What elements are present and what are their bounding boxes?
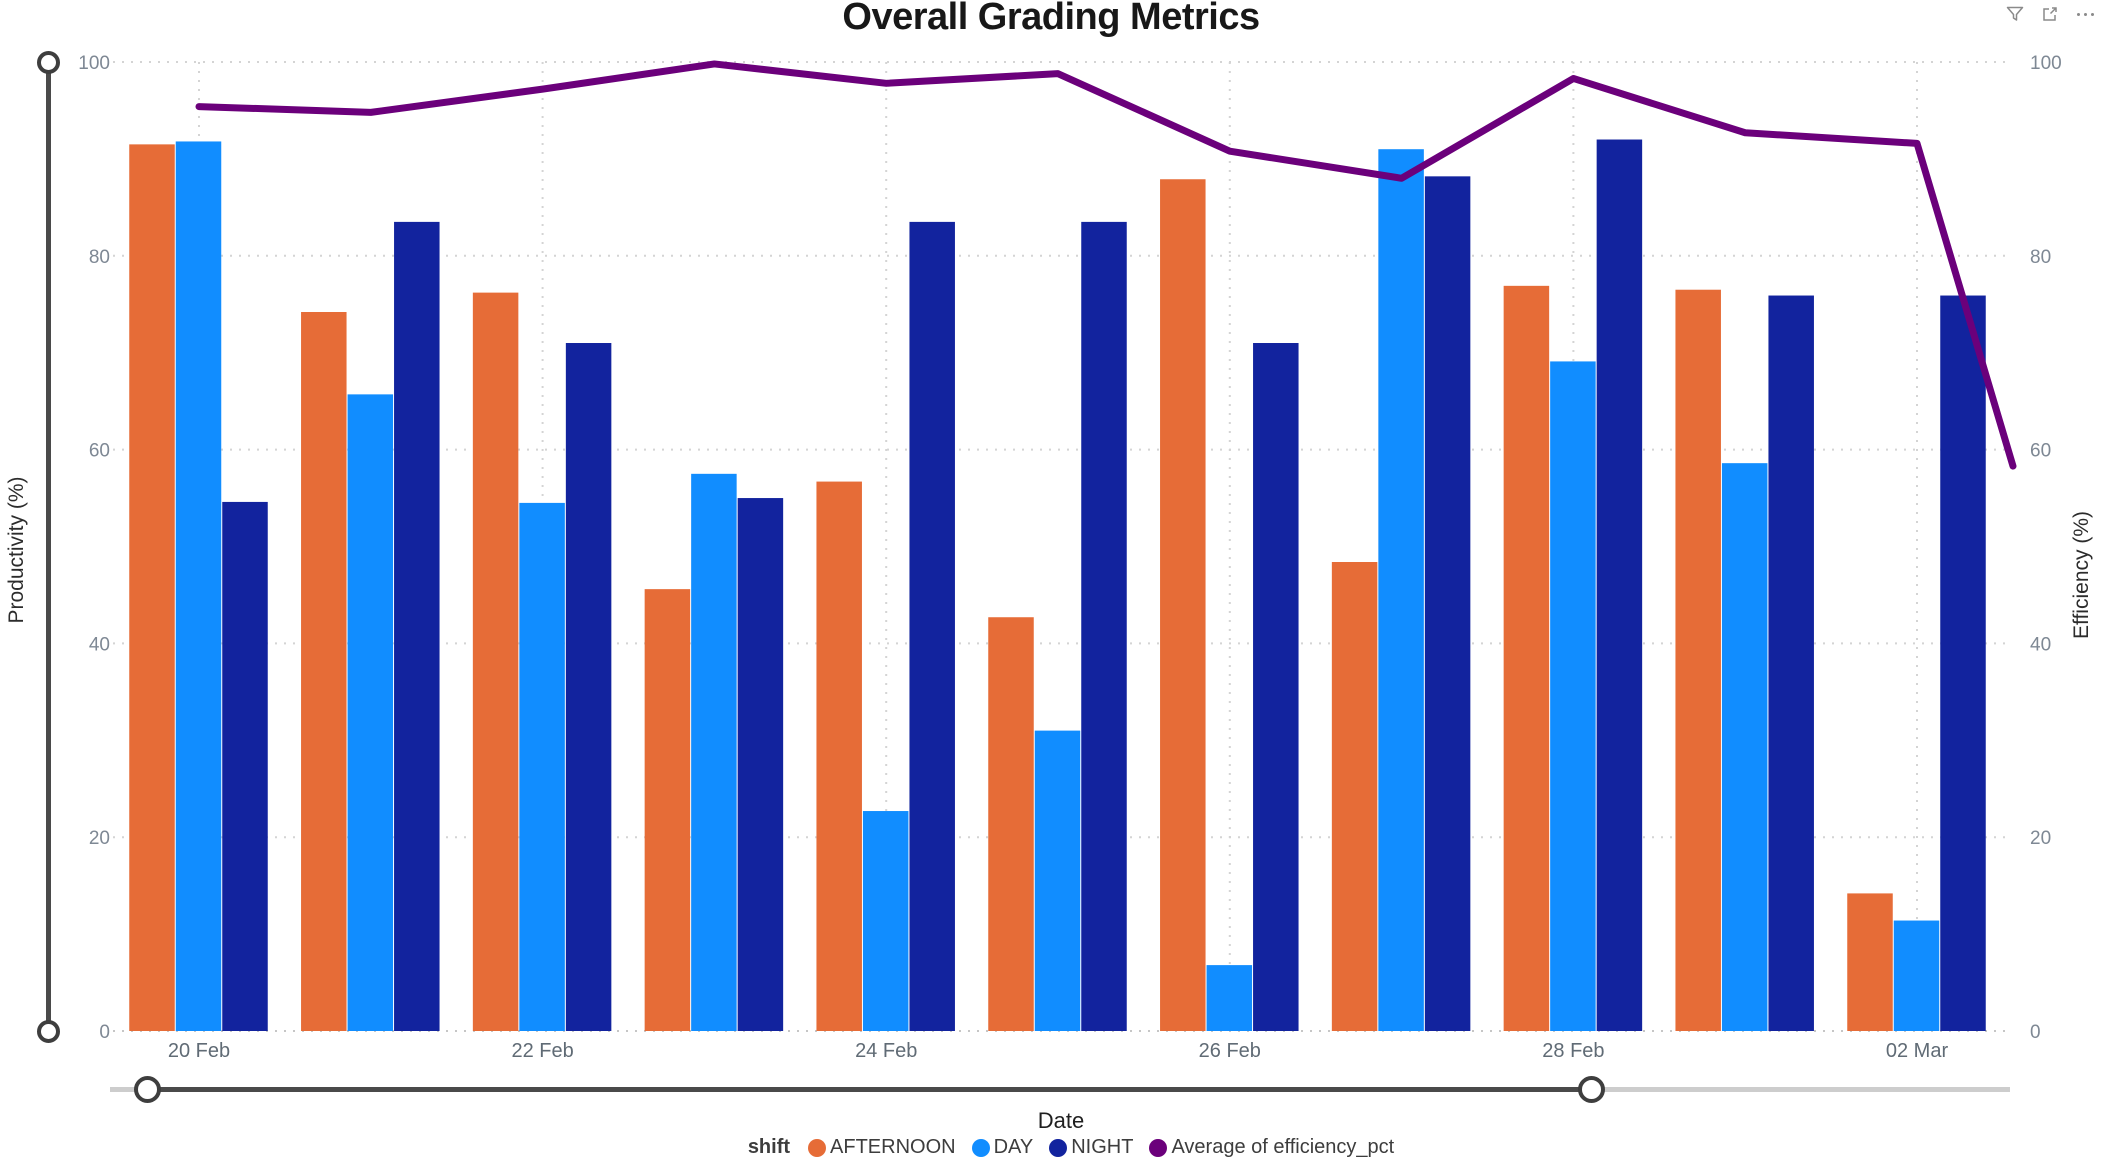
y-tick-left: 0 — [99, 1022, 110, 1043]
legend-item-label: Average of efficiency_pct — [1171, 1136, 1395, 1158]
y-tick-right: 80 — [2030, 247, 2051, 268]
x-tick-label: 28 Feb — [1542, 1040, 1604, 1062]
y-slider-top-handle[interactable] — [36, 50, 60, 74]
y-slider-track[interactable] — [45, 62, 51, 1031]
x-slider-left-handle[interactable] — [133, 1076, 161, 1103]
y-tick-right: 40 — [2030, 634, 2051, 655]
x-tick-label: 24 Feb — [855, 1040, 917, 1062]
bar-day-02-Mar[interactable] — [1893, 920, 1940, 1031]
bar-night-23-Feb[interactable] — [737, 498, 784, 1031]
bar-night-01-Mar[interactable] — [1768, 295, 1814, 1031]
x-tick-label: 20 Feb — [168, 1040, 230, 1062]
legend-item-night[interactable]: NIGHT — [1049, 1136, 1133, 1159]
bar-night-02-Mar[interactable] — [1940, 295, 1986, 1031]
x-axis-title: Date — [1037, 1108, 1085, 1133]
bar-day-20-Feb[interactable] — [175, 141, 222, 1031]
focus-mode-icon[interactable] — [2039, 3, 2061, 25]
bar-afternoon-23-Feb[interactable] — [644, 589, 691, 1031]
y-tick-left: 40 — [89, 634, 110, 655]
visual-header-toolbar — [2004, 3, 2096, 25]
y-tick-right: 20 — [2030, 828, 2051, 849]
bar-day-27-Feb[interactable] — [1378, 149, 1424, 1031]
more-options-icon[interactable] — [2074, 3, 2096, 25]
bar-night-21-Feb[interactable] — [394, 221, 440, 1031]
bar-afternoon-01-Mar[interactable] — [1675, 289, 1721, 1032]
legend-item-afternoon[interactable]: AFTERNOON — [808, 1136, 956, 1159]
x-tick-label: 22 Feb — [511, 1040, 573, 1062]
legend-item-label: AFTERNOON — [830, 1136, 956, 1158]
bar-night-27-Feb[interactable] — [1424, 176, 1471, 1032]
bar-day-25-Feb[interactable] — [1034, 730, 1081, 1031]
bar-night-24-Feb[interactable] — [909, 221, 955, 1031]
bar-day-24-Feb[interactable] — [862, 811, 909, 1031]
legend-item-label: DAY — [993, 1136, 1034, 1158]
y-axis-title-right: Efficiency (%) — [2070, 511, 2093, 639]
y-axis-title-left: Productivity (%) — [5, 476, 28, 624]
y-tick-left: 80 — [89, 247, 110, 268]
bar-afternoon-26-Feb[interactable] — [1160, 179, 1206, 1031]
bar-afternoon-21-Feb[interactable] — [301, 312, 347, 1031]
bar-night-25-Feb[interactable] — [1081, 221, 1127, 1031]
y-tick-right: 100 — [2030, 53, 2062, 74]
bar-night-26-Feb[interactable] — [1253, 343, 1299, 1031]
y-slider-bottom-handle[interactable] — [36, 1019, 60, 1043]
legend-title: shift — [747, 1136, 791, 1158]
x-slider-right-handle[interactable] — [1577, 1076, 1605, 1103]
efficiency-line[interactable] — [195, 60, 2017, 470]
night-swatch-icon — [1049, 1138, 1068, 1157]
chart-title: Overall Grading Metrics — [842, 0, 1260, 38]
bar-afternoon-20-Feb[interactable] — [129, 144, 175, 1032]
bar-afternoon-24-Feb[interactable] — [816, 481, 862, 1031]
day-swatch-icon — [971, 1138, 990, 1157]
x-slider-selected-range[interactable] — [147, 1087, 1591, 1092]
bar-day-22-Feb[interactable] — [519, 502, 565, 1031]
y-tick-left: 20 — [89, 828, 110, 849]
legend: shift AFTERNOON DAY NIGHT Average of eff… — [0, 1136, 2102, 1159]
bar-night-20-Feb[interactable] — [222, 501, 268, 1031]
afternoon-swatch-icon — [808, 1138, 827, 1157]
x-tick-label: 02 Mar — [1886, 1040, 1949, 1062]
y-tick-left: 60 — [89, 441, 110, 462]
bar-afternoon-28-Feb[interactable] — [1503, 285, 1550, 1031]
filter-icon[interactable] — [2004, 3, 2026, 25]
x-tick-label: 26 Feb — [1199, 1040, 1261, 1062]
efficiency-swatch-icon — [1149, 1138, 1168, 1157]
bar-day-26-Feb[interactable] — [1206, 965, 1253, 1031]
bar-afternoon-22-Feb[interactable] — [472, 292, 519, 1031]
bar-day-28-Feb[interactable] — [1550, 361, 1596, 1031]
bar-afternoon-02-Mar[interactable] — [1847, 893, 1893, 1031]
bar-day-01-Mar[interactable] — [1721, 463, 1768, 1031]
y-tick-left: 100 — [78, 53, 110, 74]
legend-item-day[interactable]: DAY — [971, 1136, 1034, 1159]
y-tick-right: 0 — [2030, 1022, 2041, 1043]
legend-item-label: NIGHT — [1071, 1136, 1134, 1158]
bar-night-28-Feb[interactable] — [1596, 139, 1643, 1031]
y-tick-right: 60 — [2030, 441, 2051, 462]
bar-afternoon-27-Feb[interactable] — [1331, 562, 1378, 1031]
bar-day-21-Feb[interactable] — [347, 394, 394, 1031]
bar-night-22-Feb[interactable] — [565, 343, 612, 1031]
legend-item-efficiency[interactable]: Average of efficiency_pct — [1149, 1136, 1394, 1159]
bar-afternoon-25-Feb[interactable] — [988, 617, 1034, 1031]
bar-day-23-Feb[interactable] — [691, 473, 737, 1031]
